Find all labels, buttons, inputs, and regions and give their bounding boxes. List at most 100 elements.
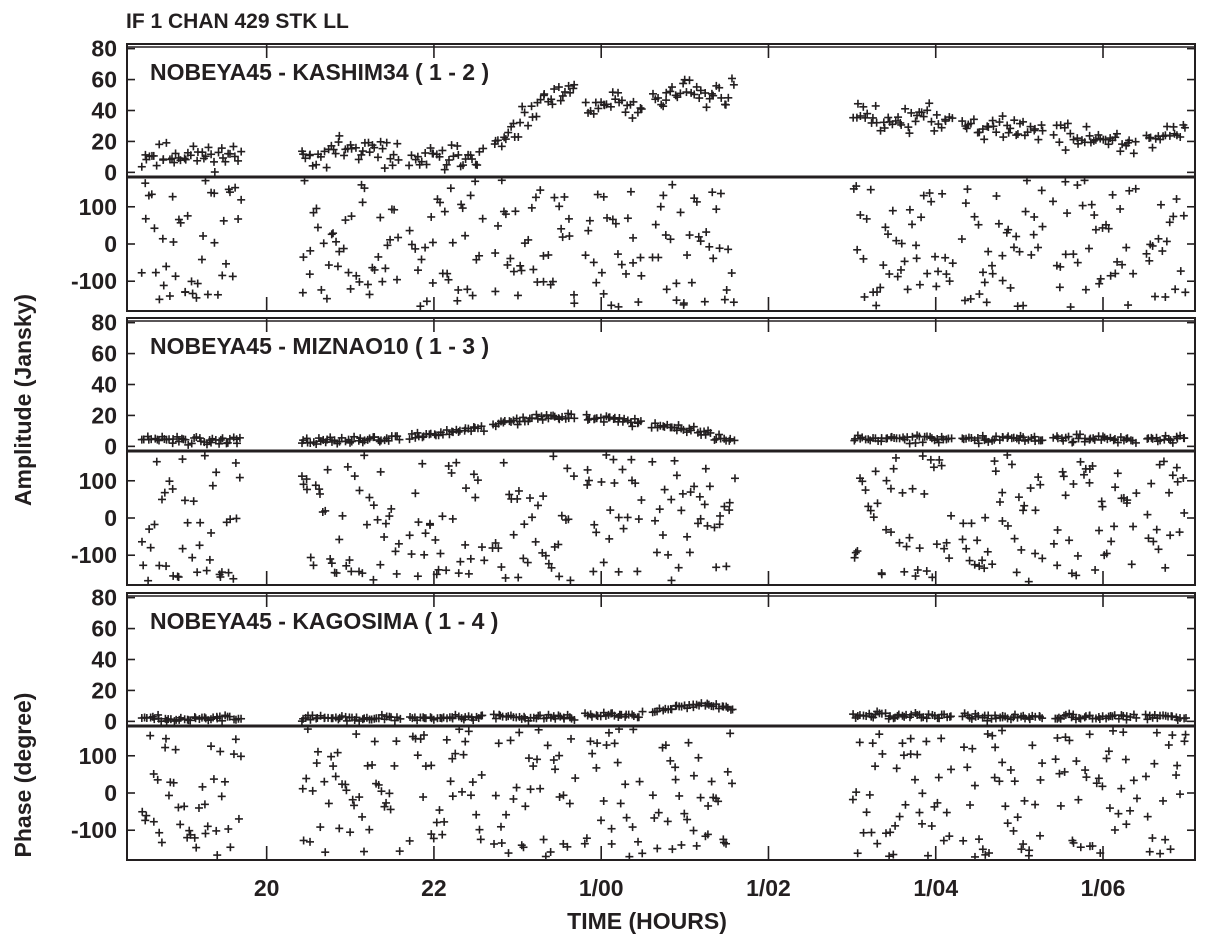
data-point — [722, 562, 731, 571]
data-point — [215, 712, 224, 721]
data-point — [394, 539, 403, 548]
data-point — [721, 100, 730, 109]
data-point — [877, 569, 886, 578]
data-point — [555, 792, 564, 801]
data-point — [184, 440, 193, 449]
data-point — [466, 791, 475, 800]
data-point — [225, 149, 234, 158]
data-point — [380, 164, 389, 173]
data-point — [992, 192, 1001, 201]
data-point — [934, 267, 943, 276]
data-point — [313, 747, 322, 756]
data-point — [405, 836, 414, 845]
data-point — [1074, 139, 1083, 148]
data-point — [413, 152, 422, 161]
data-point — [169, 778, 178, 787]
data-point — [165, 292, 174, 301]
data-point — [355, 277, 364, 286]
data-point — [524, 121, 533, 130]
data-point — [509, 530, 518, 539]
data-point — [440, 207, 449, 216]
data-point — [637, 496, 646, 505]
data-point — [541, 551, 550, 560]
data-point — [393, 139, 402, 148]
data-point — [1022, 176, 1031, 185]
data-point — [730, 474, 739, 483]
data-point — [217, 144, 226, 153]
data-point — [1023, 128, 1032, 137]
amp-tick-label: 20 — [91, 677, 117, 703]
data-point — [998, 488, 1007, 497]
data-point — [725, 498, 734, 507]
data-point — [335, 824, 344, 833]
data-point — [348, 795, 357, 804]
data-point — [453, 141, 462, 150]
data-point — [633, 108, 642, 117]
data-point — [584, 226, 593, 235]
data-point — [347, 437, 356, 446]
data-point — [386, 805, 395, 814]
data-point — [350, 472, 359, 481]
data-point — [571, 774, 580, 783]
data-point — [509, 267, 518, 276]
data-point — [329, 145, 338, 154]
data-point — [503, 260, 512, 269]
data-point — [958, 117, 967, 126]
data-point — [187, 277, 196, 286]
phase-tick-label: -100 — [71, 542, 117, 568]
data-point — [326, 433, 335, 442]
data-point — [391, 547, 400, 556]
data-point — [544, 559, 553, 568]
data-point — [1148, 241, 1157, 250]
data-point — [550, 193, 559, 202]
data-point — [715, 83, 724, 92]
data-point — [690, 482, 699, 491]
data-point — [435, 152, 444, 161]
data-point — [962, 544, 971, 553]
data-point — [992, 128, 1001, 137]
data-point — [444, 275, 453, 284]
data-point — [565, 799, 574, 808]
data-point — [631, 479, 640, 488]
data-point — [1118, 140, 1127, 149]
data-point — [188, 289, 197, 298]
data-point — [526, 785, 535, 794]
data-point — [524, 235, 533, 244]
data-point — [160, 488, 169, 497]
panel-nobeya45-kashim34: NOBEYA45 - KASHIM34 ( 1 - 2 ) 0 20 40 60 80 -… — [71, 36, 1196, 312]
data-point — [358, 812, 367, 821]
data-point — [974, 439, 983, 448]
data-point — [516, 118, 525, 127]
data-point — [1172, 463, 1181, 472]
data-point — [321, 506, 330, 515]
data-point — [413, 266, 422, 275]
data-point — [421, 529, 430, 538]
data-point — [442, 160, 451, 169]
data-point — [599, 417, 608, 426]
data-point — [1145, 256, 1154, 265]
data-point — [908, 432, 917, 441]
data-point — [995, 118, 1004, 127]
data-point — [539, 835, 548, 844]
data-point — [978, 556, 987, 565]
data-point — [466, 554, 475, 563]
data-point — [1069, 250, 1078, 259]
data-point — [1034, 473, 1043, 482]
data-point — [1017, 545, 1026, 554]
data-point — [547, 563, 556, 572]
data-point — [1073, 258, 1082, 267]
data-point — [1143, 510, 1152, 519]
data-point — [570, 80, 579, 89]
data-point — [712, 205, 721, 214]
data-point — [564, 214, 573, 223]
data-point — [1012, 568, 1021, 577]
data-point — [1180, 434, 1189, 443]
data-point — [208, 434, 217, 443]
data-point — [941, 117, 950, 126]
data-point — [376, 560, 385, 569]
data-point — [582, 834, 591, 843]
data-point — [299, 150, 308, 159]
data-point — [152, 161, 161, 170]
data-point — [674, 563, 683, 572]
data-point — [381, 264, 390, 273]
